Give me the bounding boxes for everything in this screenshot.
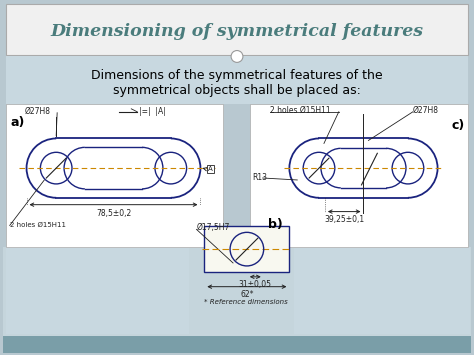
FancyBboxPatch shape (250, 104, 468, 247)
Text: a): a) (11, 116, 25, 129)
Text: 2 holes Ø15H11: 2 holes Ø15H11 (10, 222, 66, 228)
FancyBboxPatch shape (6, 4, 468, 55)
Text: b): b) (268, 218, 283, 231)
Circle shape (231, 50, 243, 62)
Text: 31±0,05: 31±0,05 (238, 280, 271, 289)
Text: Dimensions of the symmetrical features of the: Dimensions of the symmetrical features o… (91, 69, 383, 82)
FancyBboxPatch shape (3, 336, 471, 353)
FancyBboxPatch shape (6, 56, 468, 104)
Text: |=|  |A|: |=| |A| (139, 107, 166, 116)
Text: Ø27H8: Ø27H8 (25, 107, 51, 116)
Text: Dimensioning of symmetrical features: Dimensioning of symmetrical features (51, 23, 423, 40)
Text: 78,5±0,2: 78,5±0,2 (96, 209, 131, 218)
Text: * Reference dimensions: * Reference dimensions (204, 299, 288, 305)
FancyBboxPatch shape (6, 247, 189, 334)
Text: 62*: 62* (240, 290, 254, 299)
FancyBboxPatch shape (6, 104, 223, 247)
Text: 2 holes Ø15H11: 2 holes Ø15H11 (270, 106, 330, 115)
FancyBboxPatch shape (204, 226, 289, 272)
Text: R13: R13 (252, 174, 267, 182)
Text: Ø17,5H7: Ø17,5H7 (197, 223, 230, 232)
FancyBboxPatch shape (294, 247, 470, 334)
Text: 39,25±0,1: 39,25±0,1 (325, 214, 365, 224)
Text: c): c) (452, 119, 465, 132)
Text: symmetrical objects shall be placed as:: symmetrical objects shall be placed as: (113, 83, 361, 97)
FancyBboxPatch shape (3, 247, 471, 336)
Text: A: A (208, 166, 213, 172)
Text: Ø27H8: Ø27H8 (413, 106, 439, 115)
